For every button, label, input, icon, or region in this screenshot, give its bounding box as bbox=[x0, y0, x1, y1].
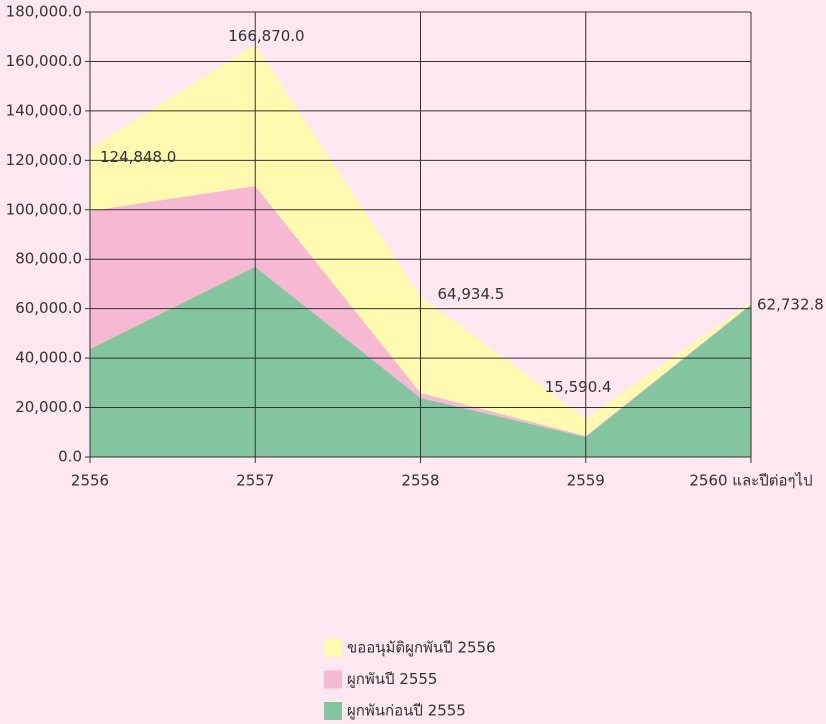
data-label: 124,848.0 bbox=[100, 148, 176, 166]
y-tick-label: 160,000.0 bbox=[6, 52, 82, 70]
x-tick-label: 2559 bbox=[567, 472, 605, 490]
legend-label: ขออนุมัติผูกพันปี 2556 bbox=[347, 639, 496, 658]
legend-swatch bbox=[324, 670, 342, 689]
data-label: 62,732.8 bbox=[757, 295, 824, 313]
legend-label: ผูกพันก่อนปี 2555 bbox=[347, 702, 466, 720]
legend-label: ผูกพันปี 2555 bbox=[347, 670, 437, 688]
y-tick-label: 120,000.0 bbox=[6, 151, 82, 169]
y-tick-label: 0.0 bbox=[58, 448, 82, 466]
x-tick-label: 2557 bbox=[236, 472, 274, 490]
x-tick-label: 2560 และปีต่อๆไป bbox=[689, 472, 812, 490]
y-tick-label: 140,000.0 bbox=[6, 101, 82, 119]
legend-swatch bbox=[324, 639, 342, 657]
y-tick-label: 80,000.0 bbox=[15, 250, 82, 268]
x-tick-label: 2556 bbox=[71, 472, 109, 490]
legend-swatch bbox=[324, 702, 342, 720]
y-tick-label: 40,000.0 bbox=[15, 349, 82, 367]
data-label: 64,934.5 bbox=[438, 285, 505, 303]
data-label: 166,870.0 bbox=[228, 27, 304, 45]
x-tick-label: 2558 bbox=[401, 472, 439, 490]
y-tick-label: 20,000.0 bbox=[15, 398, 82, 416]
y-tick-label: 100,000.0 bbox=[6, 200, 82, 218]
y-tick-label: 60,000.0 bbox=[15, 299, 82, 317]
data-label: 15,590.4 bbox=[545, 378, 612, 396]
y-tick-label: 180,000.0 bbox=[6, 3, 82, 21]
